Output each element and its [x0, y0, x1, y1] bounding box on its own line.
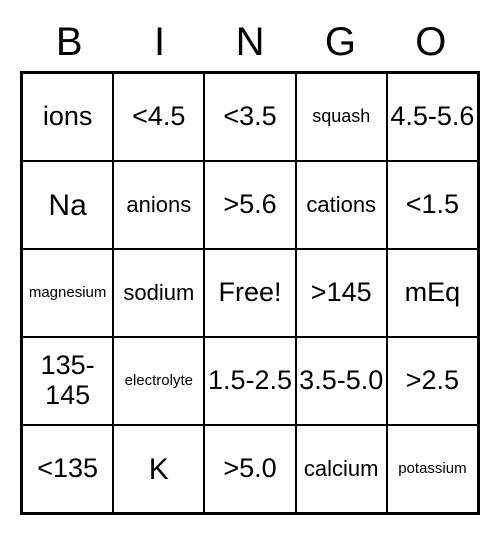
bingo-cell[interactable]: electrolyte — [113, 337, 204, 425]
bingo-cell[interactable]: ions — [22, 73, 113, 161]
bingo-cell[interactable]: sodium — [113, 249, 204, 337]
bingo-grid: ions<4.5<3.5squash4.5-5.6Naanions>5.6cat… — [20, 71, 480, 515]
bingo-cell[interactable]: K — [113, 425, 204, 513]
bingo-cell[interactable]: 3.5-5.0 — [296, 337, 387, 425]
bingo-cell[interactable]: <1.5 — [387, 161, 478, 249]
bingo-cell[interactable]: cations — [296, 161, 387, 249]
bingo-row: <135K>5.0calciumpotassium — [22, 425, 478, 513]
header-n: N — [205, 20, 295, 65]
bingo-cell[interactable]: 4.5-5.6 — [387, 73, 478, 161]
bingo-card: B I N G O ions<4.5<3.5squash4.5-5.6Naani… — [20, 20, 480, 515]
bingo-row: 135-145electrolyte1.5-2.53.5-5.0>2.5 — [22, 337, 478, 425]
bingo-cell[interactable]: Free! — [204, 249, 295, 337]
bingo-row: ions<4.5<3.5squash4.5-5.6 — [22, 73, 478, 161]
bingo-cell[interactable]: Na — [22, 161, 113, 249]
bingo-cell[interactable]: <3.5 — [204, 73, 295, 161]
header-o: O — [386, 20, 476, 65]
bingo-row: Naanions>5.6cations<1.5 — [22, 161, 478, 249]
header-b: B — [24, 20, 114, 65]
bingo-cell[interactable]: >5.6 — [204, 161, 295, 249]
bingo-cell[interactable]: magnesium — [22, 249, 113, 337]
bingo-cell[interactable]: 1.5-2.5 — [204, 337, 295, 425]
bingo-cell[interactable]: >2.5 — [387, 337, 478, 425]
bingo-row: magnesiumsodiumFree!>145mEq — [22, 249, 478, 337]
bingo-cell[interactable]: 135-145 — [22, 337, 113, 425]
bingo-cell[interactable]: anions — [113, 161, 204, 249]
bingo-cell[interactable]: mEq — [387, 249, 478, 337]
bingo-cell[interactable]: <135 — [22, 425, 113, 513]
bingo-cell[interactable]: <4.5 — [113, 73, 204, 161]
bingo-cell[interactable]: >145 — [296, 249, 387, 337]
bingo-cell[interactable]: potassium — [387, 425, 478, 513]
header-i: I — [114, 20, 204, 65]
bingo-cell[interactable]: >5.0 — [204, 425, 295, 513]
bingo-cell[interactable]: calcium — [296, 425, 387, 513]
bingo-cell[interactable]: squash — [296, 73, 387, 161]
header-g: G — [295, 20, 385, 65]
bingo-header: B I N G O — [20, 20, 480, 71]
